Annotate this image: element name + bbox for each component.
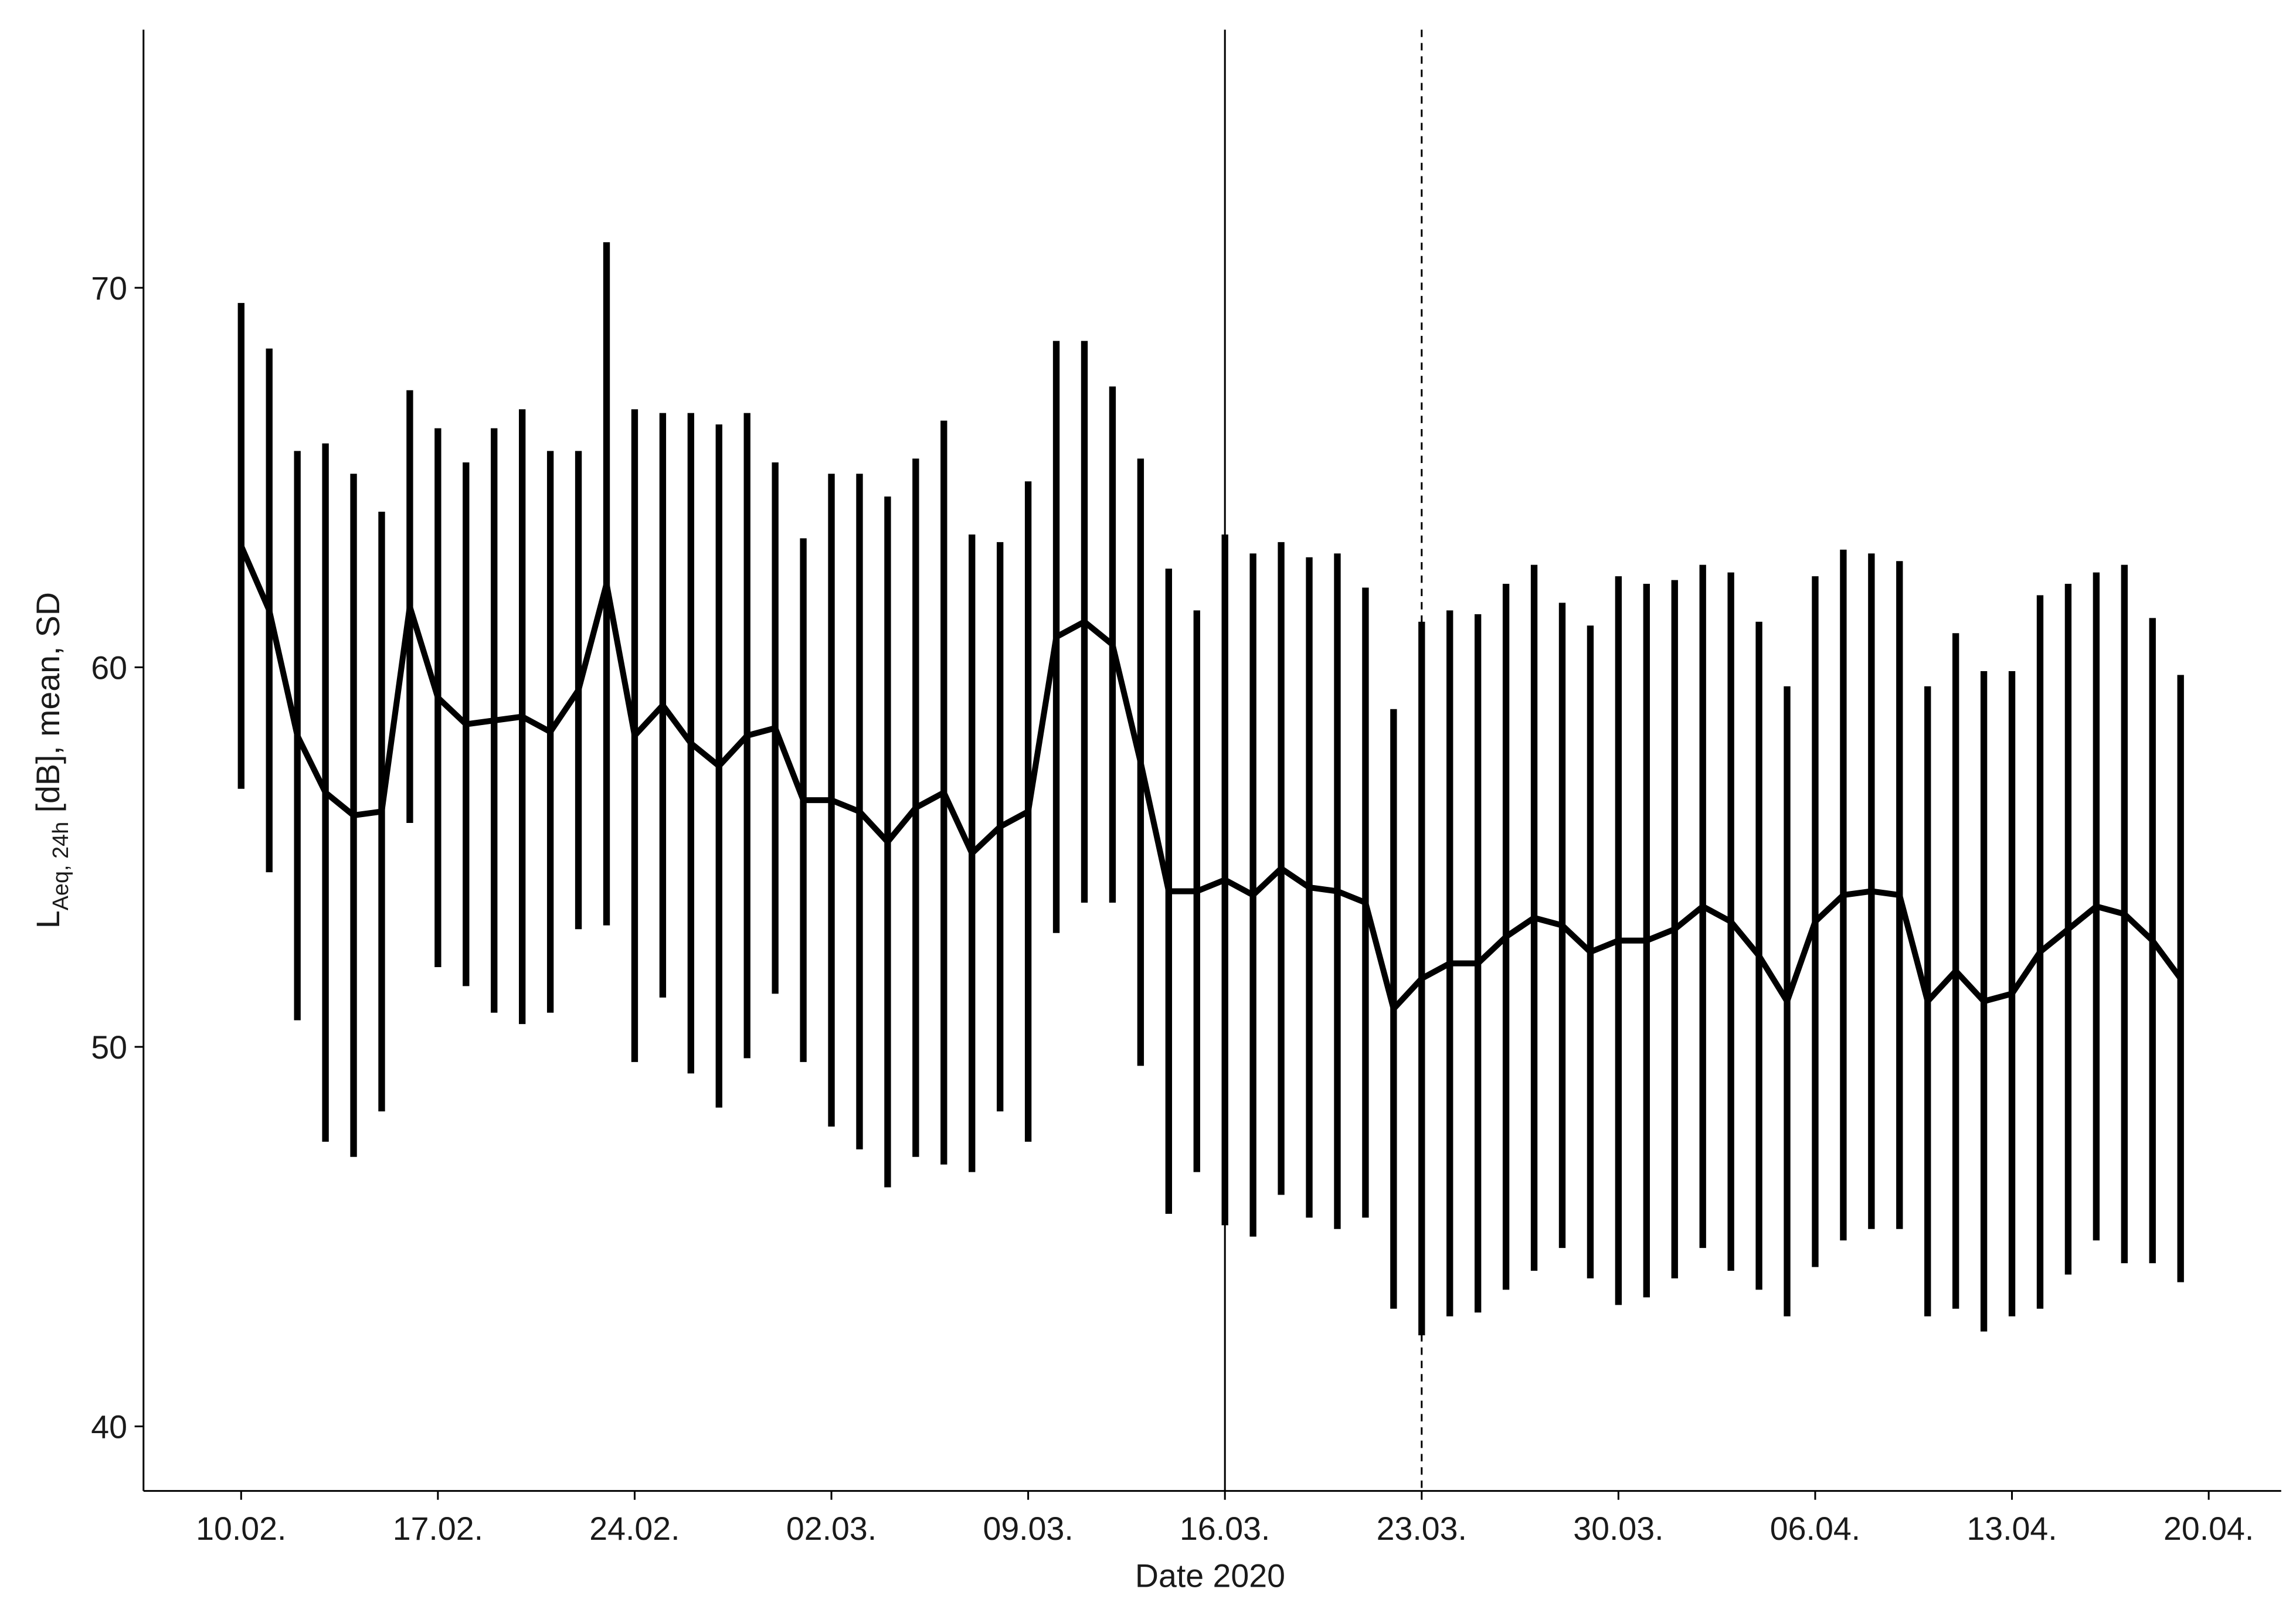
y-axis-title-rest: [dB], mean, SD (30, 592, 66, 822)
y-tick-label: 50 (91, 1029, 127, 1066)
x-axis-title: Date 2020 (1135, 1558, 1285, 1594)
x-tick-label: 30.03. (1573, 1510, 1663, 1547)
x-tick-label: 02.03. (786, 1510, 877, 1547)
x-tick-label: 23.03. (1377, 1510, 1467, 1547)
y-tick-label: 40 (91, 1409, 127, 1445)
x-tick-label: 16.03. (1180, 1510, 1270, 1547)
y-tick-label: 60 (91, 650, 127, 686)
mean-line (238, 545, 2183, 1012)
x-tick-label: 10.02. (196, 1510, 286, 1547)
y-tick-label: 70 (91, 270, 127, 307)
x-tick-label: 13.04. (1966, 1510, 2057, 1547)
x-tick-label: 17.02. (393, 1510, 483, 1547)
y-axis-title: LAeq, 24h [dB], mean, SD (30, 592, 73, 928)
x-tick-label: 20.04. (2163, 1510, 2254, 1547)
x-tick-label: 06.04. (1770, 1510, 1860, 1547)
x-tick-label: 09.03. (983, 1510, 1073, 1547)
y-axis-title-sub: Aeq, 24h (49, 822, 73, 910)
x-tick-label: 24.02. (589, 1510, 680, 1547)
y-axis-title-main: L (30, 910, 66, 928)
